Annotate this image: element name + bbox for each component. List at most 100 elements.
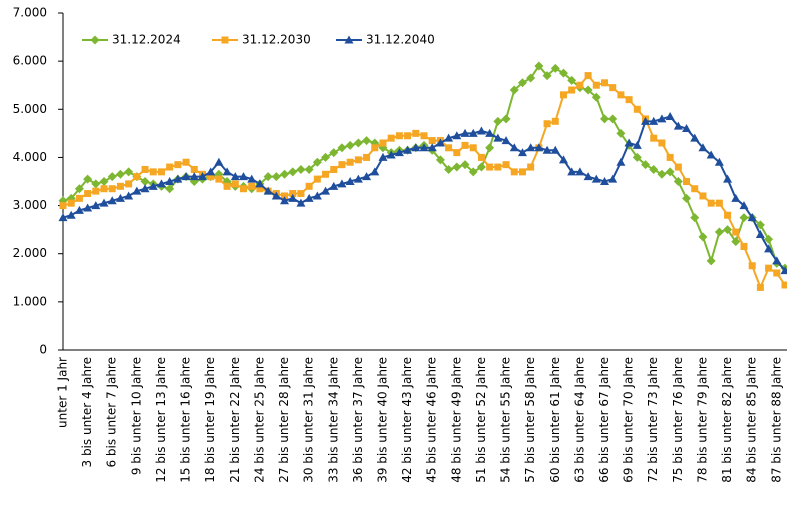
marker [149, 168, 157, 176]
marker [444, 133, 454, 142]
y-tick-label: 2.000 [13, 246, 47, 260]
x-tick-label: 12 bis unter 13 Jahre [154, 357, 168, 483]
x-tick-label: 48 bis unter 49 Jahre [449, 357, 463, 483]
marker [600, 177, 609, 185]
marker [91, 179, 101, 189]
series-line [62, 115, 786, 272]
x-tick-label: 57 bis unter 58 Jahre [523, 357, 537, 483]
marker [747, 213, 757, 222]
marker [731, 193, 741, 202]
marker [460, 160, 470, 170]
marker [755, 229, 765, 238]
marker [690, 213, 700, 223]
marker [649, 164, 659, 174]
marker [591, 174, 601, 183]
marker [58, 213, 68, 222]
marker [181, 172, 191, 181]
marker [526, 143, 536, 152]
marker [240, 185, 247, 193]
marker [371, 144, 379, 152]
marker [772, 256, 782, 265]
marker [608, 174, 618, 183]
marker [601, 79, 608, 87]
marker [263, 186, 273, 195]
marker [370, 167, 380, 176]
marker [296, 164, 306, 174]
marker [84, 190, 92, 198]
marker [486, 163, 494, 171]
marker [189, 172, 199, 181]
marker [107, 172, 117, 182]
marker [99, 198, 109, 207]
marker [468, 128, 478, 137]
marker [699, 192, 707, 200]
marker [633, 105, 641, 113]
marker [404, 132, 412, 140]
marker [321, 152, 331, 162]
marker [674, 163, 682, 171]
marker [698, 143, 708, 152]
marker [452, 131, 462, 140]
marker [362, 136, 372, 146]
marker [543, 120, 551, 128]
marker [673, 177, 683, 186]
x-tick-label: 84 bis unter 85 Jahre [745, 357, 759, 483]
x-tick-label: unter 1 Jahr [56, 357, 70, 428]
marker [221, 36, 229, 44]
y-tick-label: 5.000 [13, 102, 47, 116]
marker [739, 213, 749, 223]
marker [337, 179, 347, 188]
marker [420, 132, 428, 140]
marker [156, 179, 166, 188]
marker [739, 201, 749, 210]
marker [115, 169, 125, 179]
marker [288, 167, 298, 177]
marker [683, 178, 691, 185]
marker [330, 165, 338, 173]
x-tick-label: 66 bis unter 67 Jahre [597, 357, 611, 483]
marker [690, 133, 700, 142]
x-tick-label: 63 bis unter 64 Jahre [572, 357, 586, 483]
marker [576, 81, 584, 89]
marker [476, 126, 486, 135]
marker [477, 153, 485, 161]
marker [493, 116, 503, 126]
marker [723, 225, 733, 235]
marker [691, 185, 699, 193]
marker [322, 170, 330, 178]
marker [460, 128, 470, 137]
marker [312, 191, 322, 200]
marker [124, 191, 134, 200]
marker [617, 91, 625, 99]
marker [133, 173, 141, 181]
y-tick-label: 7.000 [13, 6, 47, 20]
marker [468, 167, 478, 177]
marker [165, 184, 175, 194]
x-tick-label: 39 bis unter 40 Jahre [375, 357, 389, 483]
marker [182, 158, 190, 166]
marker [698, 232, 708, 242]
marker [714, 227, 724, 237]
marker [304, 193, 314, 202]
marker [641, 160, 651, 170]
marker [723, 174, 733, 183]
marker [140, 177, 150, 186]
x-tick-label: 45 bis unter 46 Jahre [425, 357, 439, 483]
x-tick-label: 6 bis unter 7 Jahre [105, 357, 119, 468]
marker [755, 220, 765, 230]
x-tick-label: 75 bis unter 76 Jahre [671, 357, 685, 483]
marker [116, 182, 124, 190]
marker [493, 133, 503, 142]
marker [494, 163, 502, 171]
x-tick-label: 78 bis unter 79 Jahre [695, 357, 709, 483]
marker [715, 199, 723, 207]
marker [281, 192, 289, 200]
marker [559, 91, 567, 99]
marker [345, 140, 355, 150]
marker [248, 182, 256, 190]
marker [411, 143, 421, 152]
marker [609, 84, 617, 92]
marker [363, 153, 371, 161]
marker [395, 132, 403, 140]
